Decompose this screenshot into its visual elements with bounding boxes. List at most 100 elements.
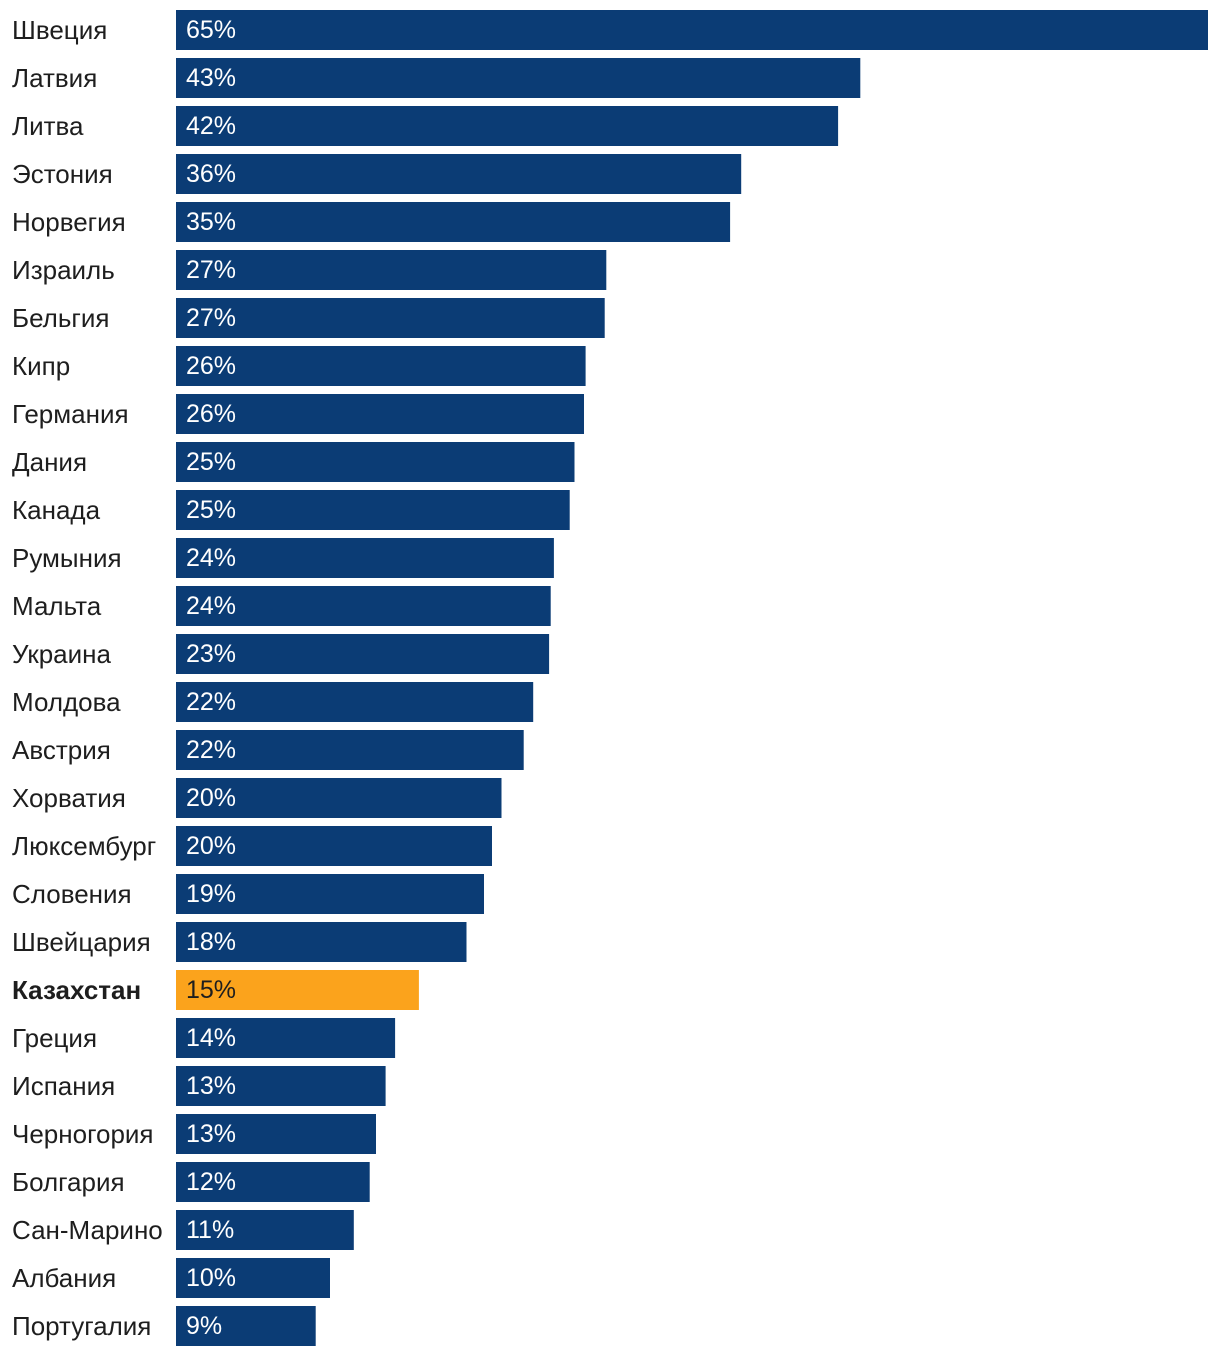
bar-row: Норвегия 35% — [12, 202, 731, 242]
bar — [176, 298, 605, 338]
bar — [176, 442, 575, 482]
bar-highlight — [176, 970, 419, 1010]
chart-rows: Швеция 65% Латвия 43% Литва 42% Эстония 36% Норв… — [12, 10, 1208, 1346]
bar — [176, 730, 524, 770]
value-label: 20% — [186, 832, 236, 860]
value-label: 19% — [186, 880, 236, 908]
value-label: 12% — [186, 1168, 236, 1196]
category-label: Эстония — [12, 159, 113, 189]
value-label: 27% — [186, 304, 236, 332]
bar-row: Молдова 22% — [12, 682, 534, 722]
category-label: Латвия — [12, 63, 97, 93]
category-label: Румыния — [12, 543, 122, 573]
bar-row: Сан-Марино 11% — [12, 1210, 354, 1250]
value-label: 9% — [186, 1312, 222, 1340]
bar-row: Эстония 36% — [12, 154, 742, 194]
bar-row: Украина 23% — [12, 634, 550, 674]
value-label: 13% — [186, 1072, 236, 1100]
bar-row: Дания 25% — [12, 442, 575, 482]
category-label: Хорватия — [12, 783, 126, 813]
bar — [176, 778, 502, 818]
bar — [176, 250, 607, 290]
category-label: Болгария — [12, 1167, 125, 1197]
bar — [176, 490, 570, 530]
bar-row: Испания 13% — [12, 1066, 386, 1106]
category-label: Израиль — [12, 255, 115, 285]
category-label: Бельгия — [12, 303, 109, 333]
category-label: Мальта — [12, 591, 102, 621]
bar — [176, 1114, 376, 1154]
bar-row: Люксембург 20% — [12, 826, 492, 866]
value-label: 26% — [186, 352, 236, 380]
category-label: Черногория — [12, 1119, 154, 1149]
value-label: 15% — [186, 976, 236, 1004]
bar-row: Албания 10% — [12, 1258, 330, 1298]
bar-row: Германия 26% — [12, 394, 584, 434]
category-label: Греция — [12, 1023, 97, 1053]
category-label: Албания — [12, 1263, 116, 1293]
bar — [176, 1306, 316, 1346]
bar-row: Словения 19% — [12, 874, 484, 914]
bar — [176, 922, 467, 962]
bar — [176, 1066, 386, 1106]
value-label: 42% — [186, 112, 236, 140]
category-label: Испания — [12, 1071, 115, 1101]
value-label: 22% — [186, 736, 236, 764]
bar — [176, 10, 1208, 50]
value-label: 23% — [186, 640, 236, 668]
bar-row: Болгария 12% — [12, 1162, 370, 1202]
category-label: Украина — [12, 639, 112, 669]
bar-row: Хорватия 20% — [12, 778, 502, 818]
bar — [176, 1258, 330, 1298]
bar-row: Швейцария 18% — [12, 922, 467, 962]
category-label: Австрия — [12, 735, 111, 765]
bar-row: Швеция 65% — [12, 10, 1208, 50]
category-label: Казахстан — [12, 975, 141, 1005]
bar-row: Канада 25% — [12, 490, 570, 530]
value-label: 25% — [186, 496, 236, 524]
bar-row: Латвия 43% — [12, 58, 861, 98]
value-label: 36% — [186, 160, 236, 188]
bar — [176, 874, 484, 914]
bar — [176, 58, 861, 98]
bar-row: Португалия 9% — [12, 1306, 316, 1346]
value-label: 43% — [186, 64, 236, 92]
bar — [176, 826, 492, 866]
category-label: Люксембург — [12, 831, 156, 861]
bar-row: Бельгия 27% — [12, 298, 605, 338]
category-label: Швеция — [12, 15, 107, 45]
category-label: Канада — [12, 495, 101, 525]
bar-row: Мальта 24% — [12, 586, 551, 626]
bar-row: Кипр 26% — [12, 346, 586, 386]
bar — [176, 1210, 354, 1250]
value-label: 13% — [186, 1120, 236, 1148]
value-label: 10% — [186, 1264, 236, 1292]
value-label: 27% — [186, 256, 236, 284]
category-label: Молдова — [12, 687, 121, 717]
category-label: Германия — [12, 399, 129, 429]
category-label: Литва — [12, 111, 84, 141]
bar — [176, 202, 731, 242]
value-label: 24% — [186, 592, 236, 620]
category-label: Кипр — [12, 351, 70, 381]
value-label: 26% — [186, 400, 236, 428]
bar-row: Черногория 13% — [12, 1114, 376, 1154]
value-label: 22% — [186, 688, 236, 716]
bar-row: Казахстан 15% — [12, 970, 419, 1010]
category-label: Португалия — [12, 1311, 151, 1341]
category-label: Словения — [12, 879, 132, 909]
value-label: 24% — [186, 544, 236, 572]
bar — [176, 634, 550, 674]
category-label: Сан-Марино — [12, 1215, 163, 1245]
bar-row: Израиль 27% — [12, 250, 607, 290]
value-label: 18% — [186, 928, 236, 956]
value-label: 25% — [186, 448, 236, 476]
value-label: 11% — [186, 1216, 234, 1244]
category-label: Норвегия — [12, 207, 126, 237]
bar — [176, 106, 839, 146]
bar — [176, 394, 584, 434]
category-label: Швейцария — [12, 927, 151, 957]
bar — [176, 1018, 396, 1058]
category-label: Дания — [12, 447, 87, 477]
value-label: 14% — [186, 1024, 236, 1052]
